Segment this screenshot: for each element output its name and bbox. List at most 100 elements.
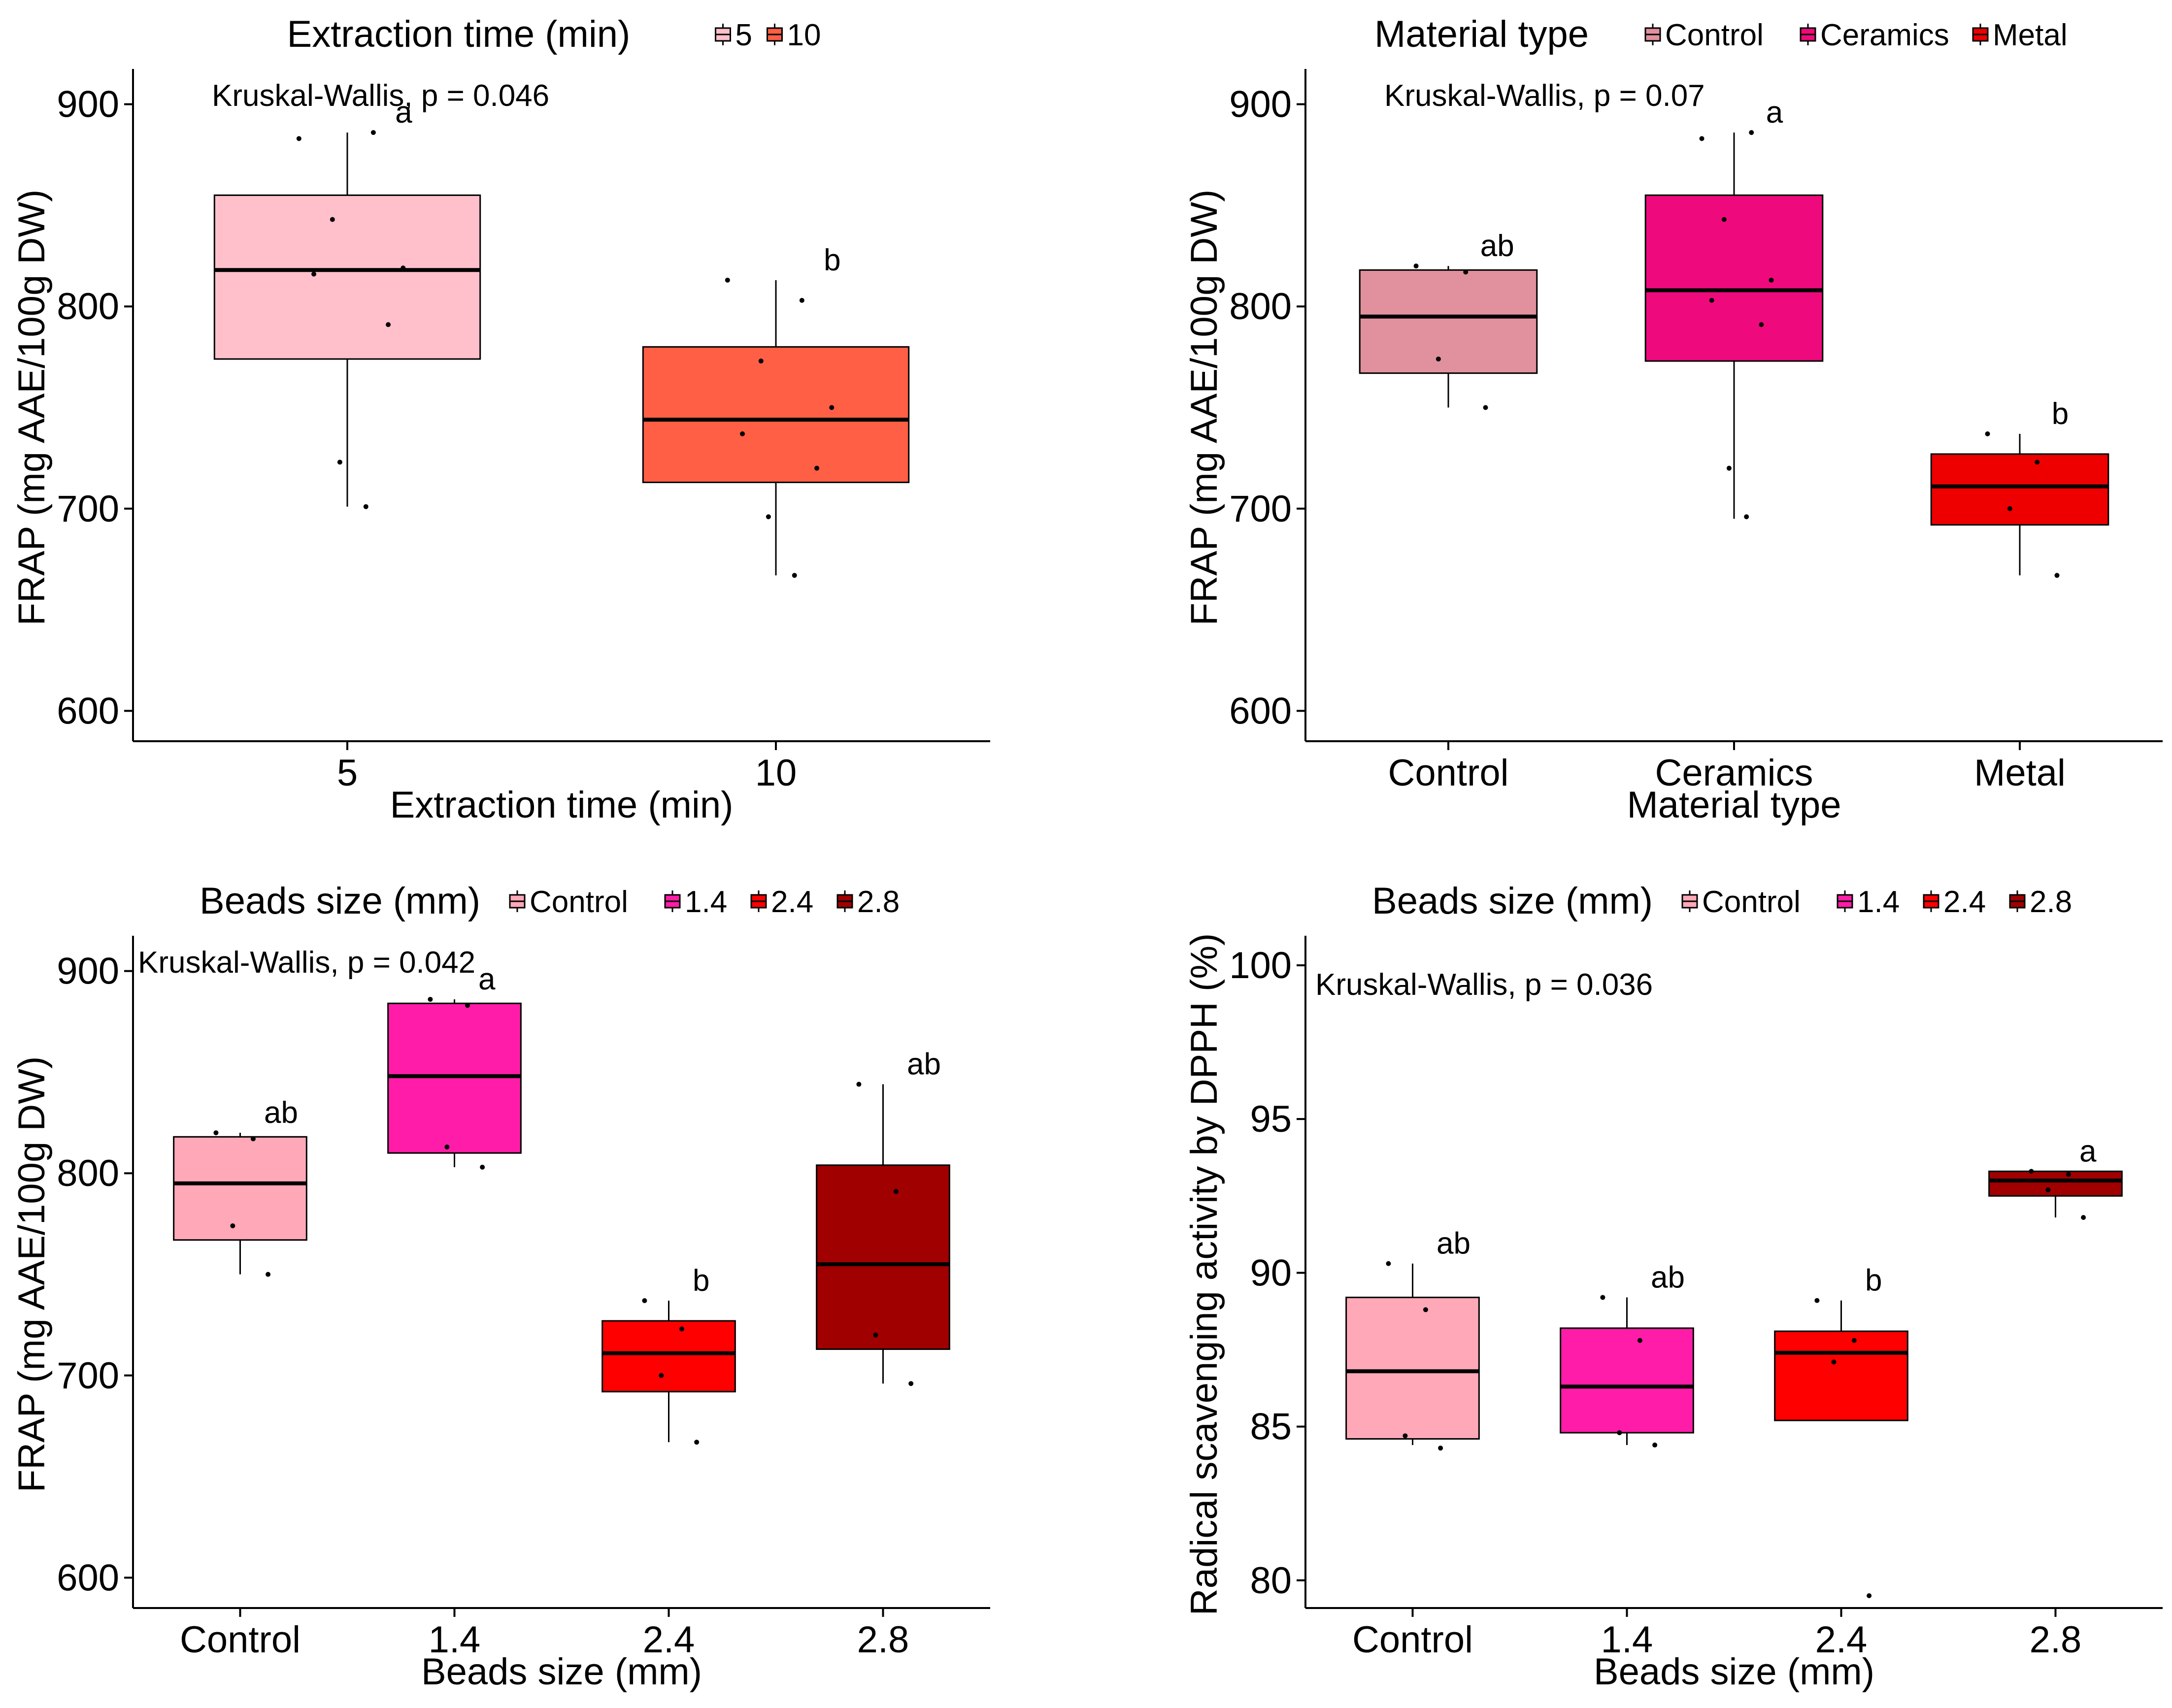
legend-label: 5	[735, 18, 752, 52]
data-point	[659, 1373, 664, 1378]
data-point	[766, 514, 771, 520]
x-tick-label: Metal	[1974, 752, 2066, 794]
legend-label: Metal	[1993, 18, 2068, 52]
x-tick-label: 2.4	[1815, 1619, 1868, 1661]
legend-item: 2.4	[750, 885, 813, 919]
y-tick-label: 100	[1229, 945, 1292, 986]
data-point	[642, 1298, 647, 1303]
data-point	[679, 1326, 684, 1332]
legend-item: Metal	[1972, 18, 2068, 52]
data-point	[1463, 269, 1469, 275]
iqr-box	[1930, 453, 2109, 526]
data-point	[814, 465, 820, 471]
data-point	[1617, 1430, 1622, 1436]
data-point	[1637, 1338, 1642, 1343]
x-tick-label: Control	[1388, 752, 1509, 794]
y-tick-label: 85	[1250, 1406, 1292, 1448]
y-tick-label: 700	[57, 1355, 119, 1397]
data-point	[1652, 1443, 1658, 1448]
iqr-box	[601, 1320, 736, 1393]
legend-title: Material type	[1374, 13, 1589, 55]
x-axis-title: Beads size (mm)	[421, 1651, 702, 1693]
x-tick-label: 10	[755, 752, 797, 794]
significance-letter: ab	[907, 1048, 941, 1082]
data-point	[829, 405, 835, 410]
x-axis-title: Extraction time (min)	[390, 784, 734, 826]
legend-label: 2.4	[771, 885, 813, 919]
data-point	[266, 1272, 271, 1277]
y-tick-label: 800	[57, 1152, 119, 1194]
y-tick-label: 900	[57, 84, 119, 126]
iqr-box	[387, 1002, 522, 1154]
data-point	[1699, 136, 1704, 141]
data-point	[337, 460, 342, 465]
x-tick-label: 5	[337, 752, 358, 794]
data-point	[2054, 573, 2060, 578]
box-group: a	[1644, 96, 1824, 520]
data-point	[1749, 130, 1754, 135]
data-point	[2066, 1172, 2071, 1177]
data-point	[444, 1144, 450, 1150]
legend-label: Ceramics	[1820, 18, 1949, 52]
data-point	[311, 271, 317, 277]
box-group: b	[601, 1264, 736, 1445]
significance-letter: ab	[264, 1096, 298, 1130]
significance-letter: ab	[1651, 1260, 1685, 1294]
data-point	[694, 1440, 700, 1445]
legend-item: 2.4	[1923, 885, 1986, 919]
iqr-box	[1560, 1327, 1694, 1434]
legend-label: 1.4	[1857, 885, 1900, 919]
data-point	[386, 322, 391, 328]
data-point	[1413, 263, 1419, 269]
data-point	[1867, 1593, 1872, 1599]
iqr-box	[816, 1164, 950, 1350]
box-group: ab	[1345, 1227, 1480, 1451]
x-axis-title: Beads size (mm)	[1594, 1651, 1874, 1693]
data-point	[1709, 297, 1714, 303]
x-tick-label: 2.4	[643, 1619, 695, 1661]
legend: Beads size (mm) Control 1.4 2.4 2.8	[200, 880, 900, 922]
box-group: ab	[1560, 1260, 1694, 1448]
data-point	[1759, 322, 1764, 328]
data-point	[1851, 1338, 1857, 1343]
y-tick-label: 700	[57, 488, 119, 530]
legend-item: 2.8	[836, 885, 900, 919]
legend: Beads size (mm) Control 1.4 2.4 2.8	[1372, 880, 2072, 922]
data-point	[2045, 1187, 2051, 1192]
data-point	[1600, 1295, 1605, 1300]
box-group: a	[1988, 1134, 2123, 1220]
x-tick-label: 2.8	[2030, 1619, 2082, 1661]
legend: Extraction time (min) 5 10	[287, 13, 821, 55]
data-point	[758, 359, 764, 364]
legend: Material type Control Ceramics Metal	[1374, 13, 2068, 55]
kruskal-wallis-note: Kruskal-Wallis, p = 0.042	[138, 946, 475, 980]
legend-item: Control	[509, 885, 628, 919]
data-point	[799, 297, 804, 303]
legend-item: 2.8	[2009, 885, 2072, 919]
data-point	[792, 573, 797, 578]
iqr-box	[642, 346, 910, 483]
data-point	[1423, 1307, 1428, 1313]
data-point	[1403, 1433, 1408, 1439]
data-point	[1769, 277, 1774, 283]
legend-label: 2.4	[1943, 885, 1986, 919]
data-point	[1726, 465, 1732, 471]
significance-letter: a	[478, 962, 496, 996]
data-point	[2035, 460, 2040, 465]
legend-item: 1.4	[1837, 885, 1900, 919]
kruskal-wallis-note: Kruskal-Wallis, p = 0.046	[212, 79, 549, 113]
data-point	[465, 1003, 470, 1008]
data-point	[2029, 1169, 2034, 1174]
data-point	[230, 1223, 235, 1228]
iqr-box	[1988, 1170, 2123, 1197]
data-point	[250, 1136, 256, 1142]
data-point	[1436, 356, 1441, 361]
legend-item: 5	[715, 18, 752, 52]
data-point	[908, 1381, 914, 1386]
iqr-box	[213, 194, 481, 360]
legend-item: Ceramics	[1800, 18, 1949, 52]
y-axis-title: FRAP (mg AAE/100g DW)	[11, 1056, 53, 1493]
data-point	[1831, 1359, 1837, 1365]
y-axis-title: FRAP (mg AAE/100g DW)	[11, 190, 53, 626]
